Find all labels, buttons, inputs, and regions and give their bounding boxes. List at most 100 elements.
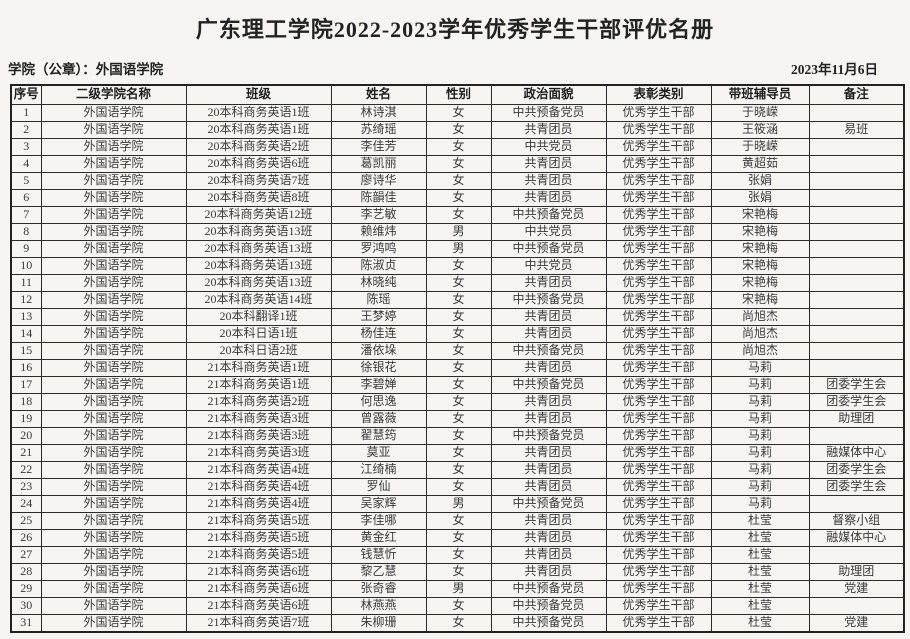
- cell-gender: 女: [425, 597, 492, 615]
- cell-gender: 男: [425, 223, 492, 241]
- cell-name: 翟慧筠: [330, 427, 427, 445]
- cell-counselor: 杜莹: [710, 529, 810, 547]
- cell-gender: 女: [425, 325, 492, 343]
- cell-political-status: 共青团员: [490, 529, 607, 547]
- cell-counselor: 于晓嵘: [710, 138, 810, 156]
- cell-political-status: 共青团员: [490, 172, 607, 190]
- cell-college-name: 外国语学院: [40, 495, 187, 513]
- cell-award-category: 优秀学生干部: [605, 121, 712, 139]
- table-row: 20 外国语学院 21本科商务英语3班 翟慧筠女中共预备党员 优秀学生干部 马莉: [10, 427, 905, 445]
- cell-political-status: 中共预备党员: [490, 495, 607, 513]
- cell-counselor: 张娟: [710, 172, 810, 190]
- cell-counselor: 宋艳梅: [710, 206, 810, 224]
- cell-gender: 女: [425, 104, 492, 122]
- cell-gender: 女: [425, 138, 492, 156]
- cell-name: 吴家辉: [330, 495, 427, 513]
- cell-seq: 12: [10, 291, 42, 309]
- cell-name: 李佳哪: [330, 512, 427, 530]
- table-row: 2 外国语学院 20本科商务英语1班 苏绮瑶女共青团员 优秀学生干部 王筱涵 易班: [10, 121, 905, 139]
- cell-gender: 女: [425, 257, 492, 275]
- cell-remark: [808, 274, 905, 292]
- cell-gender: 女: [425, 274, 492, 292]
- table-row: 16 外国语学院 21本科商务英语1班 徐银花女共青团员 优秀学生干部 马莉: [10, 359, 905, 377]
- cell-political-status: 共青团员: [490, 121, 607, 139]
- cell-college-name: 外国语学院: [40, 478, 187, 496]
- cell-seq: 6: [10, 189, 42, 207]
- cell-remark: [808, 308, 905, 326]
- cell-political-status: 共青团员: [490, 393, 607, 411]
- cell-name: 葛凯丽: [330, 155, 427, 173]
- cell-award-category: 优秀学生干部: [605, 138, 712, 156]
- cell-award-category: 优秀学生干部: [605, 495, 712, 513]
- cell-college-name: 外国语学院: [40, 138, 187, 156]
- cell-name: 陈淑贞: [330, 257, 427, 275]
- table-row: 19 外国语学院 21本科商务英语3班 曾露薇女共青团员 优秀学生干部 马莉 助理团: [10, 410, 905, 428]
- cell-counselor: 马莉: [710, 478, 810, 496]
- cell-name: 罗仙: [330, 478, 427, 496]
- cell-seq: 1: [10, 104, 42, 122]
- cell-award-category: 优秀学生干部: [605, 342, 712, 360]
- cell-political-status: 中共预备党员: [490, 240, 607, 258]
- table-row: 6 外国语学院 20本科商务英语8班 陈韻佳女共青团员 优秀学生干部 张娟: [10, 189, 905, 207]
- cell-counselor: 尚旭杰: [710, 308, 810, 326]
- cell-class: 21本科商务英语5班: [185, 546, 332, 564]
- cell-college-name: 外国语学院: [40, 240, 187, 258]
- cell-name: 黎乙慧: [330, 563, 427, 581]
- cell-award-category: 优秀学生干部: [605, 444, 712, 462]
- cell-award-category: 优秀学生干部: [605, 461, 712, 479]
- cell-award-category: 优秀学生干部: [605, 427, 712, 445]
- cell-class: 21本科商务英语5班: [185, 529, 332, 547]
- cell-remark: 党建: [808, 614, 905, 633]
- cell-class: 21本科商务英语6班: [185, 597, 332, 615]
- cell-seq: 18: [10, 393, 42, 411]
- cell-gender: 女: [425, 155, 492, 173]
- cell-seq: 17: [10, 376, 42, 394]
- cell-counselor: 马莉: [710, 376, 810, 394]
- cell-college-name: 外国语学院: [40, 257, 187, 275]
- cell-class: 21本科商务英语1班: [185, 376, 332, 394]
- cell-political-status: 中共预备党员: [490, 597, 607, 615]
- table-body: 1 外国语学院 20本科商务英语1班 林诗淇女中共预备党员 优秀学生干部 于晓嵘 2 外国语学…: [10, 104, 905, 633]
- cell-political-status: 中共预备党员: [490, 614, 607, 633]
- cell-counselor: 黄超茹: [710, 155, 810, 173]
- cell-name: 莫亚: [330, 444, 427, 462]
- cell-remark: 团委学生会: [808, 376, 905, 394]
- cell-seq: 8: [10, 223, 42, 241]
- cell-seq: 23: [10, 478, 42, 496]
- cell-remark: [808, 359, 905, 377]
- cell-gender: 女: [425, 410, 492, 428]
- cell-counselor: 马莉: [710, 359, 810, 377]
- cell-gender: 女: [425, 512, 492, 530]
- cell-remark: 助理团: [808, 410, 905, 428]
- cell-name: 陈瑶: [330, 291, 427, 309]
- table-row: 23 外国语学院 21本科商务英语4班 罗仙女共青团员 优秀学生干部 马莉 团委学生会: [10, 478, 905, 496]
- cell-class: 20本科商务英语13班: [185, 223, 332, 241]
- cell-counselor: 张娟: [710, 189, 810, 207]
- cell-college-name: 外国语学院: [40, 172, 187, 190]
- cell-name: 杨佳连: [330, 325, 427, 343]
- table-row: 14 外国语学院 20本科日语1班 杨佳连女共青团员 优秀学生干部 尚旭杰: [10, 325, 905, 343]
- cell-political-status: 共青团员: [490, 461, 607, 479]
- cell-gender: 女: [425, 172, 492, 190]
- cell-gender: 女: [425, 529, 492, 547]
- cell-gender: 男: [425, 240, 492, 258]
- cell-college-name: 外国语学院: [40, 529, 187, 547]
- table-row: 5 外国语学院 20本科商务英语7班 廖诗华女共青团员 优秀学生干部 张娟: [10, 172, 905, 190]
- cell-college-name: 外国语学院: [40, 580, 187, 598]
- cell-remark: 督察小组: [808, 512, 905, 530]
- cell-class: 21本科商务英语2班: [185, 393, 332, 411]
- cell-seq: 26: [10, 529, 42, 547]
- cell-college-name: 外国语学院: [40, 427, 187, 445]
- cell-college-name: 外国语学院: [40, 393, 187, 411]
- table-row: 18 外国语学院 21本科商务英语2班 何思逸女共青团员 优秀学生干部 马莉 团委学生会: [10, 393, 905, 411]
- cell-class: 20本科商务英语1班: [185, 104, 332, 122]
- cell-name: 李艺敏: [330, 206, 427, 224]
- cell-class: 20本科商务英语6班: [185, 155, 332, 173]
- cell-counselor: 尚旭杰: [710, 342, 810, 360]
- table-row: 25 外国语学院 21本科商务英语5班 李佳哪女共青团员 优秀学生干部 杜莹 督察小组: [10, 512, 905, 530]
- table-row: 22 外国语学院 21本科商务英语4班 江绮楠女共青团员 优秀学生干部 马莉 团委学生会: [10, 461, 905, 479]
- cell-political-status: 共青团员: [490, 410, 607, 428]
- cell-name: 陈韻佳: [330, 189, 427, 207]
- table-row: 21 外国语学院 21本科商务英语3班 莫亚女共青团员 优秀学生干部 马莉 融媒体中心: [10, 444, 905, 462]
- cell-class: 20本科商务英语1班: [185, 121, 332, 139]
